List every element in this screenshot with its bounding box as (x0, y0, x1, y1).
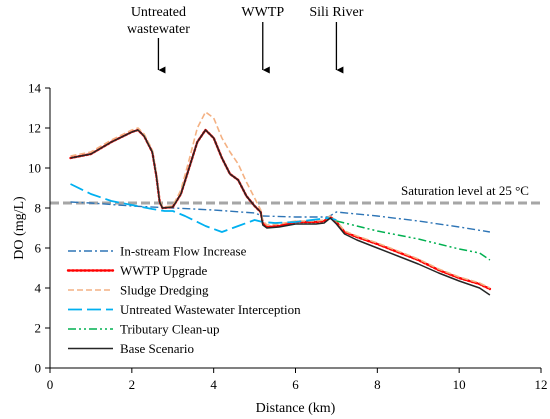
legend-label-3: Untreated Wastewater Interception (120, 302, 301, 317)
x-tick-label-6: 12 (535, 377, 548, 392)
axes-layer: 0 2 4 6 8 10 12 14 0 2 4 6 8 10 12 (28, 81, 548, 393)
y-tick-label-6: 12 (28, 121, 41, 136)
annotation-label-1: WWTP (241, 5, 284, 20)
legend-label-2: Sludge Dredging (120, 283, 209, 298)
series-line-5 (70, 129, 491, 296)
legend-label-0: In-stream Flow Increase (120, 244, 247, 259)
y-axis-title: DO (mg/L) (12, 196, 27, 260)
x-tick-label-4: 8 (374, 377, 381, 392)
series-layer (69, 111, 492, 296)
x-tick-label-1: 2 (129, 377, 136, 392)
x-tick-label-2: 4 (210, 377, 217, 392)
y-tick-label-4: 8 (35, 201, 42, 216)
y-tick-label-1: 2 (35, 321, 42, 336)
y-tick-label-3: 6 (35, 241, 42, 256)
legend-label-1: WWTP Upgrade (120, 263, 207, 278)
x-tick-label-0: 0 (47, 377, 54, 392)
legend-label-4: Tributary Clean-up (120, 322, 220, 337)
saturation-label: Saturation level at 25 °C (401, 183, 529, 198)
x-tick-label-5: 10 (453, 377, 466, 392)
series-line-3 (70, 183, 337, 233)
x-tick-label-3: 6 (292, 377, 299, 392)
legend: In-stream Flow Increase WWTP Upgrade Sludg… (66, 244, 301, 356)
series-line-4 (336, 220, 491, 261)
annotation-label-0: Untreated wastewater (127, 5, 190, 37)
annotation-label-2: Sili River (309, 5, 363, 20)
series-line-2 (70, 111, 491, 289)
annotation-layer: Untreated wastewater WWTP Sili River (127, 5, 364, 74)
y-tick-label-2: 4 (35, 281, 42, 296)
y-tick-label-7: 14 (28, 81, 42, 96)
legend-label-5: Base Scenario (120, 341, 194, 356)
saturation-layer: Saturation level at 25 °C (50, 183, 541, 205)
y-tick-label-0: 0 (35, 361, 42, 376)
y-tick-label-5: 10 (28, 161, 41, 176)
x-axis-title: Distance (km) (256, 401, 336, 416)
series-line-0 (70, 201, 491, 233)
